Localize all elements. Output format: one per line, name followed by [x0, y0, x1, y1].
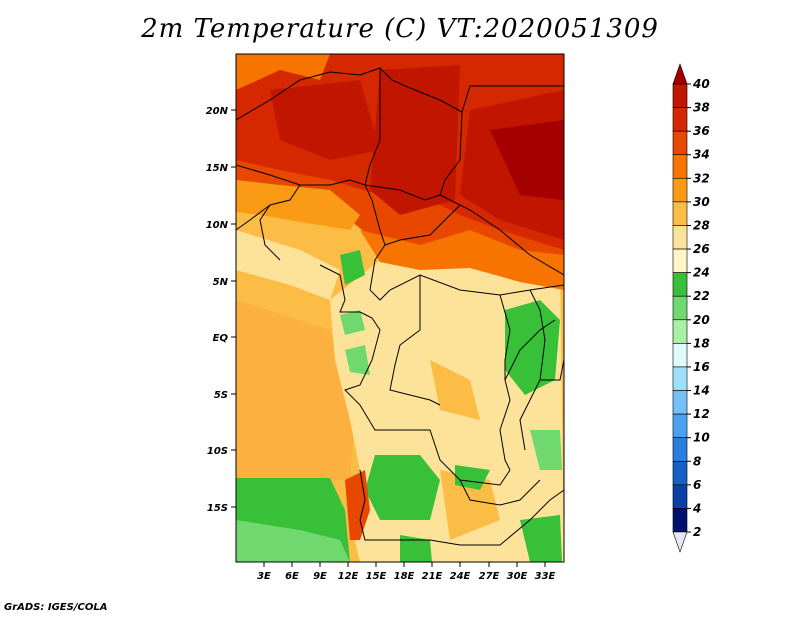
lon-label: 15E [366, 571, 387, 582]
colorbar-label: 32 [693, 171, 710, 185]
colorbar-label: 14 [693, 384, 710, 398]
colorbar-label: 2 [693, 525, 701, 539]
colorbar-swatch [672, 413, 688, 438]
colorbar-label: 18 [693, 336, 710, 350]
colorbar-label: 12 [693, 407, 710, 421]
colorbar-label: 34 [693, 148, 710, 162]
grads-credit: GrADS: IGES/COLA [4, 602, 108, 613]
colorbar-swatch [672, 390, 688, 415]
lat-label: 5N [213, 277, 229, 288]
lon-label: 6E [285, 571, 299, 582]
lat-label: 5S [214, 390, 228, 401]
colorbar-swatch [672, 178, 688, 203]
colorbar-swatch [672, 295, 688, 321]
colorbar-swatch [672, 484, 688, 509]
country-borders [236, 67, 564, 546]
colorbar-swatch [672, 319, 688, 344]
colorbar-swatch [672, 107, 688, 132]
colorbar-swatch [672, 154, 688, 179]
colorbar: 40 38 36 34 32 30 28 26 24 22 20 18 16 14 12 10 8 6 4 2 [672, 63, 710, 553]
lat-label: 10S [207, 446, 228, 457]
lon-label: 21E [422, 571, 443, 582]
longitude-axis: 3E 6E 9E 12E 15E 18E 21E 24E 27E 30E 33E [257, 562, 556, 582]
colorbar-label: 8 [693, 454, 701, 468]
lat-label: 15N [206, 163, 229, 174]
colorbar-label: 36 [693, 124, 710, 138]
colorbar-label: 30 [693, 195, 710, 209]
colorbar-swatch [672, 272, 688, 297]
colorbar-label: 6 [693, 478, 701, 492]
lon-label: 33E [535, 571, 556, 582]
colorbar-label: 16 [693, 360, 710, 374]
colorbar-swatch [672, 508, 688, 533]
colorbar-label: 28 [693, 218, 710, 232]
colorbar-swatch [672, 83, 688, 108]
colorbar-swatch [672, 201, 688, 226]
colorbar-min-triangle [672, 531, 688, 553]
colorbar-swatch [672, 366, 688, 391]
colorbar-label: 24 [693, 266, 710, 280]
colorbar-swatch [672, 343, 688, 368]
lat-label: 15S [207, 503, 228, 514]
latitude-axis: 20N 15N 10N 5N EQ 5S 10S 15S [206, 106, 236, 514]
lon-label: 24E [450, 571, 471, 582]
lon-label: 27E [479, 571, 500, 582]
colorbar-label: 10 [693, 431, 710, 445]
lat-label: EQ [213, 333, 229, 344]
colorbar-swatch [672, 130, 688, 156]
colorbar-max-triangle [672, 63, 688, 85]
colorbar-label: 22 [693, 289, 710, 303]
lon-label: 30E [507, 571, 528, 582]
colorbar-swatch [672, 248, 688, 273]
colorbar-label: 38 [693, 101, 710, 115]
temperature-field [236, 54, 564, 562]
lon-label: 12E [338, 571, 359, 582]
lat-label: 10N [206, 220, 229, 231]
colorbar-label: 20 [693, 313, 710, 327]
colorbar-swatch [672, 225, 688, 250]
colorbar-swatch [672, 460, 688, 486]
colorbar-label: 4 [692, 501, 701, 515]
colorbar-label: 26 [693, 242, 710, 256]
map-frame [235, 53, 565, 563]
colorbar-swatch [672, 437, 688, 462]
lon-label: 18E [394, 571, 415, 582]
colorbar-label: 40 [692, 77, 710, 91]
map-title: 2m Temperature (C) VT:2020051309 [141, 14, 659, 44]
lon-label: 3E [257, 571, 271, 582]
lat-label: 20N [206, 106, 229, 117]
lon-label: 9E [313, 571, 327, 582]
